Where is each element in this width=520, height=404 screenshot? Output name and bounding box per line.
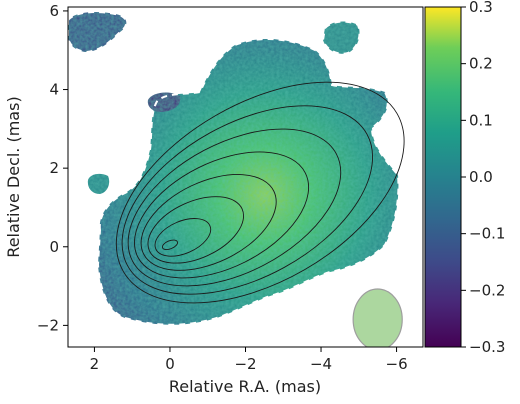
y-tick-label: 2 (49, 159, 59, 177)
x-tick-label: −6 (386, 355, 408, 373)
colorbar-tick-label: 0.2 (469, 55, 493, 73)
contour-line (154, 218, 212, 257)
colorbar: 0.3 0.2 0.1 0.0 −0.1 −0.2 −0.3 (424, 0, 505, 356)
colorbar-tick-label: −0.2 (469, 281, 505, 299)
contour-line (140, 174, 277, 271)
colorbar-tick-label: −0.1 (469, 225, 505, 243)
x-tick-label: 0 (165, 355, 175, 373)
contour-line (147, 196, 244, 264)
contour-line (161, 239, 178, 251)
emission-small-patch (87, 173, 110, 194)
colorbar-tick-label: 0.0 (469, 168, 493, 186)
emission-topleft-patch (68, 12, 127, 52)
y-tick-label: 4 (49, 81, 59, 99)
colorbar-gradient (424, 6, 462, 348)
y-tick-label: 0 (49, 238, 59, 256)
beam-ellipse (352, 288, 403, 347)
y-axis-title: Relative Decl. (mas) (4, 96, 23, 257)
x-tick-label: −4 (310, 355, 332, 373)
plot-area (67, 6, 424, 348)
emission-topright-patch (323, 21, 360, 54)
colorbar-tick-label: 0.3 (469, 0, 493, 16)
x-tick-label: −2 (234, 355, 256, 373)
contour-lines (115, 81, 405, 304)
y-axis: −2 0 2 4 6 (37, 2, 68, 334)
y-tick-label: 6 (49, 2, 59, 20)
contour-line (121, 105, 374, 295)
contour-line (115, 81, 405, 304)
emission-dark-spot (147, 92, 181, 112)
emission-main-region (98, 38, 399, 325)
outline-dashes (68, 11, 400, 326)
colorbar-tick-label: 0.1 (469, 111, 493, 129)
contour-line (127, 128, 342, 287)
y-tick-label: −2 (37, 316, 59, 334)
x-axis-title: Relative R.A. (mas) (169, 377, 321, 396)
contour-line (134, 151, 310, 279)
x-axis: 2 0 −2 −4 −6 (90, 347, 408, 373)
colorbar-tick-label: −0.3 (469, 338, 505, 356)
emission-map (68, 11, 405, 347)
colorbar-ticks: 0.3 0.2 0.1 0.0 −0.1 −0.2 −0.3 (461, 0, 505, 356)
x-tick-label: 2 (90, 355, 100, 373)
